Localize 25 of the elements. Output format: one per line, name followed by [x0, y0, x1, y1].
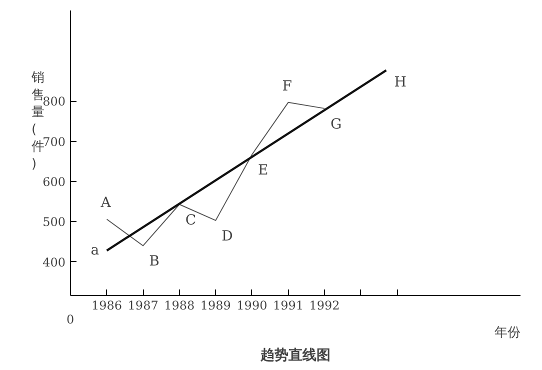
y-tick-label: 600 [42, 175, 66, 189]
x-tick-label: 1990 [236, 298, 268, 312]
x-tick-label: 1992 [309, 298, 340, 312]
annotation: A [100, 195, 112, 212]
annotation: C [185, 212, 196, 228]
y-tick-label: 700 [42, 134, 66, 149]
text: 趋势直线图 [260, 348, 330, 364]
y-tick-label: 400 [42, 255, 66, 270]
x-tick-label: 1987 [128, 298, 158, 312]
annotation: B [149, 254, 160, 270]
x-axis-title: 年份 [494, 326, 520, 340]
y-tick-label: 500 [42, 215, 66, 230]
y-axis-title: 销售量(件) [30, 70, 44, 172]
y-tick-label: 800 [42, 94, 66, 109]
annotation: E [258, 162, 268, 179]
x-tick-label: 1991 [272, 298, 304, 312]
annotation: G [330, 116, 342, 132]
x-tick-label: 1988 [164, 298, 195, 312]
x-tick-label: 1986 [92, 298, 122, 312]
annotation: D [222, 228, 233, 244]
annotation: H [394, 74, 406, 90]
text: 0 [66, 312, 74, 326]
x-tick-label: 1989 [200, 298, 231, 312]
annotation: F [282, 78, 292, 94]
annotation: a [90, 242, 100, 259]
